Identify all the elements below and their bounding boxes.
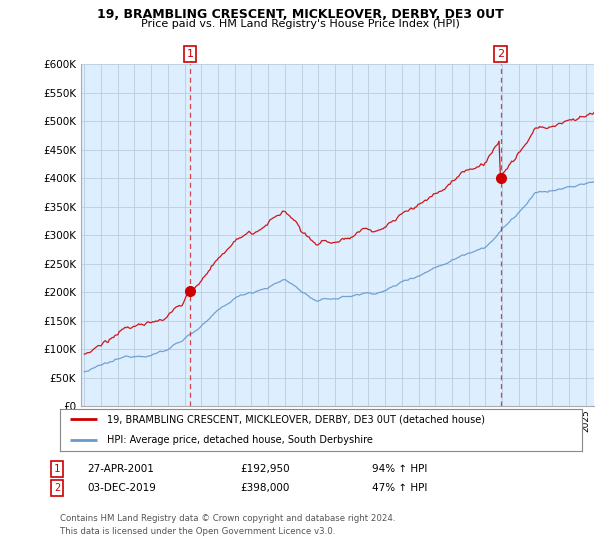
Text: 19, BRAMBLING CRESCENT, MICKLEOVER, DERBY, DE3 0UT: 19, BRAMBLING CRESCENT, MICKLEOVER, DERB… — [97, 8, 503, 21]
Text: 03-DEC-2019: 03-DEC-2019 — [87, 483, 156, 493]
Text: £398,000: £398,000 — [240, 483, 289, 493]
Text: 2: 2 — [54, 483, 60, 493]
Text: 19, BRAMBLING CRESCENT, MICKLEOVER, DERBY, DE3 0UT (detached house): 19, BRAMBLING CRESCENT, MICKLEOVER, DERB… — [107, 414, 485, 424]
Text: 1: 1 — [187, 49, 193, 59]
Text: Price paid vs. HM Land Registry's House Price Index (HPI): Price paid vs. HM Land Registry's House … — [140, 19, 460, 29]
Text: HPI: Average price, detached house, South Derbyshire: HPI: Average price, detached house, Sout… — [107, 435, 373, 445]
Text: 94% ↑ HPI: 94% ↑ HPI — [372, 464, 427, 474]
Text: £192,950: £192,950 — [240, 464, 290, 474]
Text: Contains HM Land Registry data © Crown copyright and database right 2024.
This d: Contains HM Land Registry data © Crown c… — [60, 514, 395, 535]
Text: 1: 1 — [54, 464, 60, 474]
Text: 47% ↑ HPI: 47% ↑ HPI — [372, 483, 427, 493]
Text: 27-APR-2001: 27-APR-2001 — [87, 464, 154, 474]
Text: 2: 2 — [497, 49, 505, 59]
